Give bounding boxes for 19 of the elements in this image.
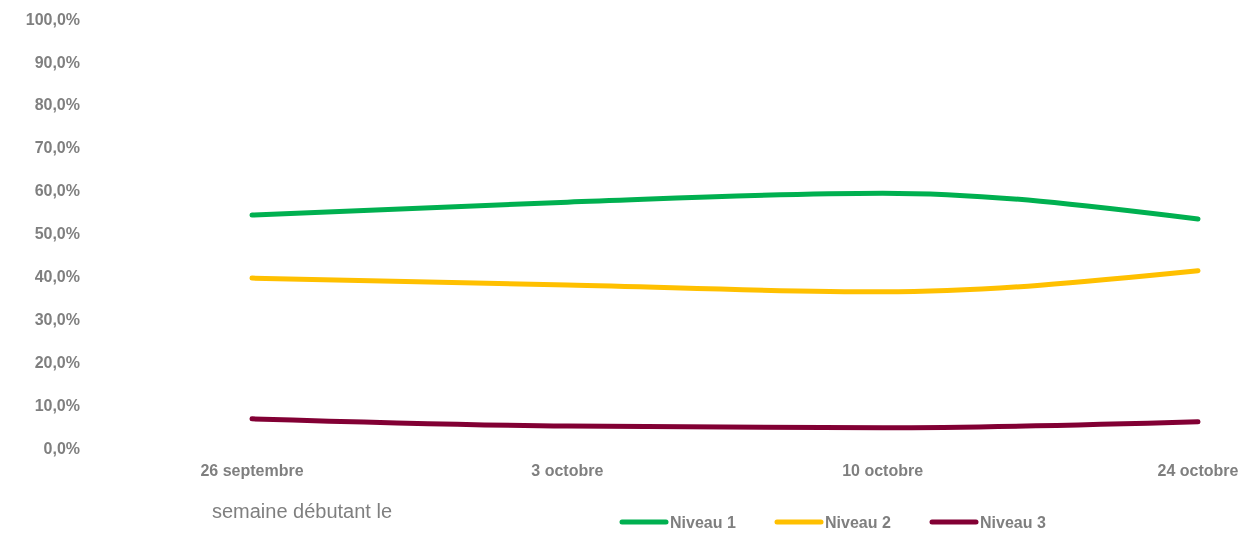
x-tick-label: 10 octobre [842,462,924,479]
legend-label: Niveau 3 [980,513,1046,531]
y-tick-label: 10,0% [34,396,80,414]
y-tick-label: 80,0% [34,96,80,114]
y-tick-label: 70,0% [34,139,80,157]
y-tick-label: 50,0% [34,225,80,243]
legend-label: Niveau 1 [670,513,736,531]
y-tick-label: 30,0% [34,310,80,328]
y-tick-label: 90,0% [34,53,80,71]
y-tick-label: 20,0% [34,353,80,371]
x-tick-label: 3 octobre [531,462,604,479]
y-tick-label: 0,0% [43,439,80,457]
y-tick-label: 40,0% [34,268,80,285]
x-axis-title: semaine débutant le [211,500,393,522]
y-tick-label: 100,0% [25,10,80,28]
x-tick-label: 24 octobre [1157,462,1239,479]
x-tick-label: 26 septembre [200,462,304,479]
y-tick-label: 60,0% [34,182,80,200]
legend-label: Niveau 2 [825,513,891,531]
